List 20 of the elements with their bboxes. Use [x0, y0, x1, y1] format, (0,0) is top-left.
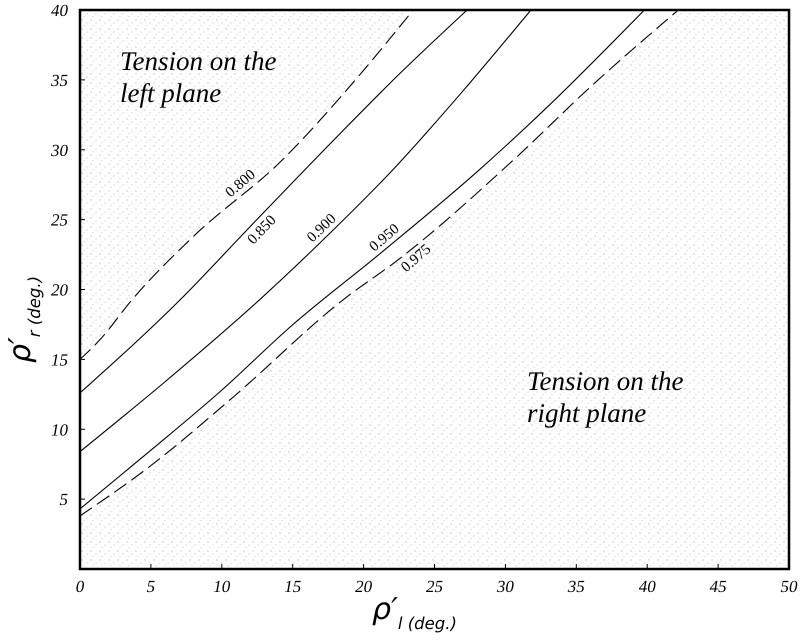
x-tick-label: 5	[146, 577, 156, 596]
y-tick-label: 15	[51, 350, 68, 370]
y-tick-label: 5	[60, 490, 68, 510]
x-tick-label: 10	[213, 577, 231, 596]
x-tick-label: 50	[780, 577, 798, 596]
y-tick-label: 25	[51, 210, 68, 230]
x-tick-label: 15	[284, 577, 302, 596]
x-tick-label: 40	[638, 577, 656, 596]
annotation: Tension on the left plane	[120, 46, 277, 108]
x-tick-label: 30	[496, 577, 514, 596]
x-tick-label: 35	[566, 577, 585, 596]
x-tick-label: 0	[76, 577, 85, 596]
x-tick-label: 20	[355, 577, 373, 596]
y-tick-label: 10	[51, 420, 68, 440]
y-tick-label: 40	[51, 1, 68, 20]
annotation: Tension on the right plane	[527, 366, 684, 428]
y-tick-label: 20	[51, 280, 68, 300]
x-tick-label: 45	[710, 577, 727, 596]
y-tick-label: 35	[50, 70, 68, 90]
y-tick-label: 30	[50, 140, 68, 160]
